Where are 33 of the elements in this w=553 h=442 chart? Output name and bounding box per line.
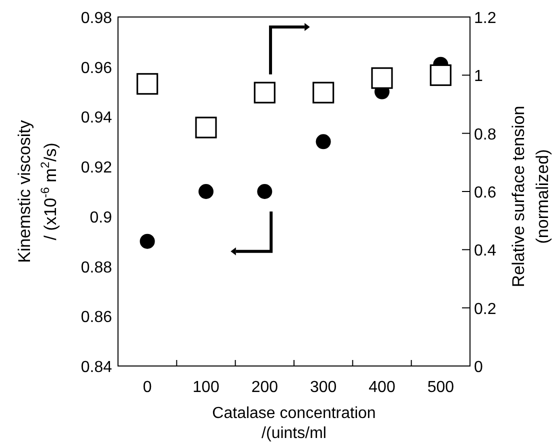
x-tick-label: 0 xyxy=(142,379,152,396)
point xyxy=(254,82,276,104)
point xyxy=(195,116,217,138)
point xyxy=(136,73,158,95)
y-tick-label: 0.86 xyxy=(80,309,112,326)
x-tick-label: 300 xyxy=(310,379,337,396)
point xyxy=(198,184,214,199)
y-tick-label: 0.96 xyxy=(80,60,112,77)
x-tick-label: 500 xyxy=(427,379,454,396)
y-tick-label: 0.84 xyxy=(80,359,112,376)
point xyxy=(316,134,331,150)
y2-tick-label: 0.4 xyxy=(474,242,496,260)
y2-axis-title: Relative surface tension (normalized) xyxy=(509,106,552,288)
x-tick-label: 200 xyxy=(251,379,278,396)
point xyxy=(312,82,334,104)
y-tick-label: 0.98 xyxy=(80,10,112,27)
y2-tick-label: 0.2 xyxy=(474,300,496,318)
y2-tick-label: 0 xyxy=(474,359,483,376)
point xyxy=(257,184,272,199)
x-tick-label: 100 xyxy=(192,379,220,396)
y-tick-label: 0.92 xyxy=(80,160,112,177)
y-tick-label: 0.94 xyxy=(80,110,112,127)
point xyxy=(140,234,155,249)
y2-tick-label: 0.6 xyxy=(474,184,496,202)
y2-tick-label: 1 xyxy=(474,68,483,86)
y2-tick-label: 1.2 xyxy=(474,10,496,27)
y-tick-label: 0.88 xyxy=(80,259,112,276)
x-tick-label: 400 xyxy=(368,379,396,396)
y2-tick-label: 0.8 xyxy=(474,126,496,144)
y-tick-label: 0.9 xyxy=(90,209,112,226)
x-axis-title: Catalase concentration /(uints/ml xyxy=(212,405,376,442)
point xyxy=(430,64,452,86)
point xyxy=(371,67,393,89)
